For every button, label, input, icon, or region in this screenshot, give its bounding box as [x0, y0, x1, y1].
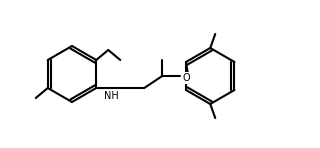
Text: O: O	[182, 73, 190, 83]
Text: NH: NH	[104, 91, 119, 101]
